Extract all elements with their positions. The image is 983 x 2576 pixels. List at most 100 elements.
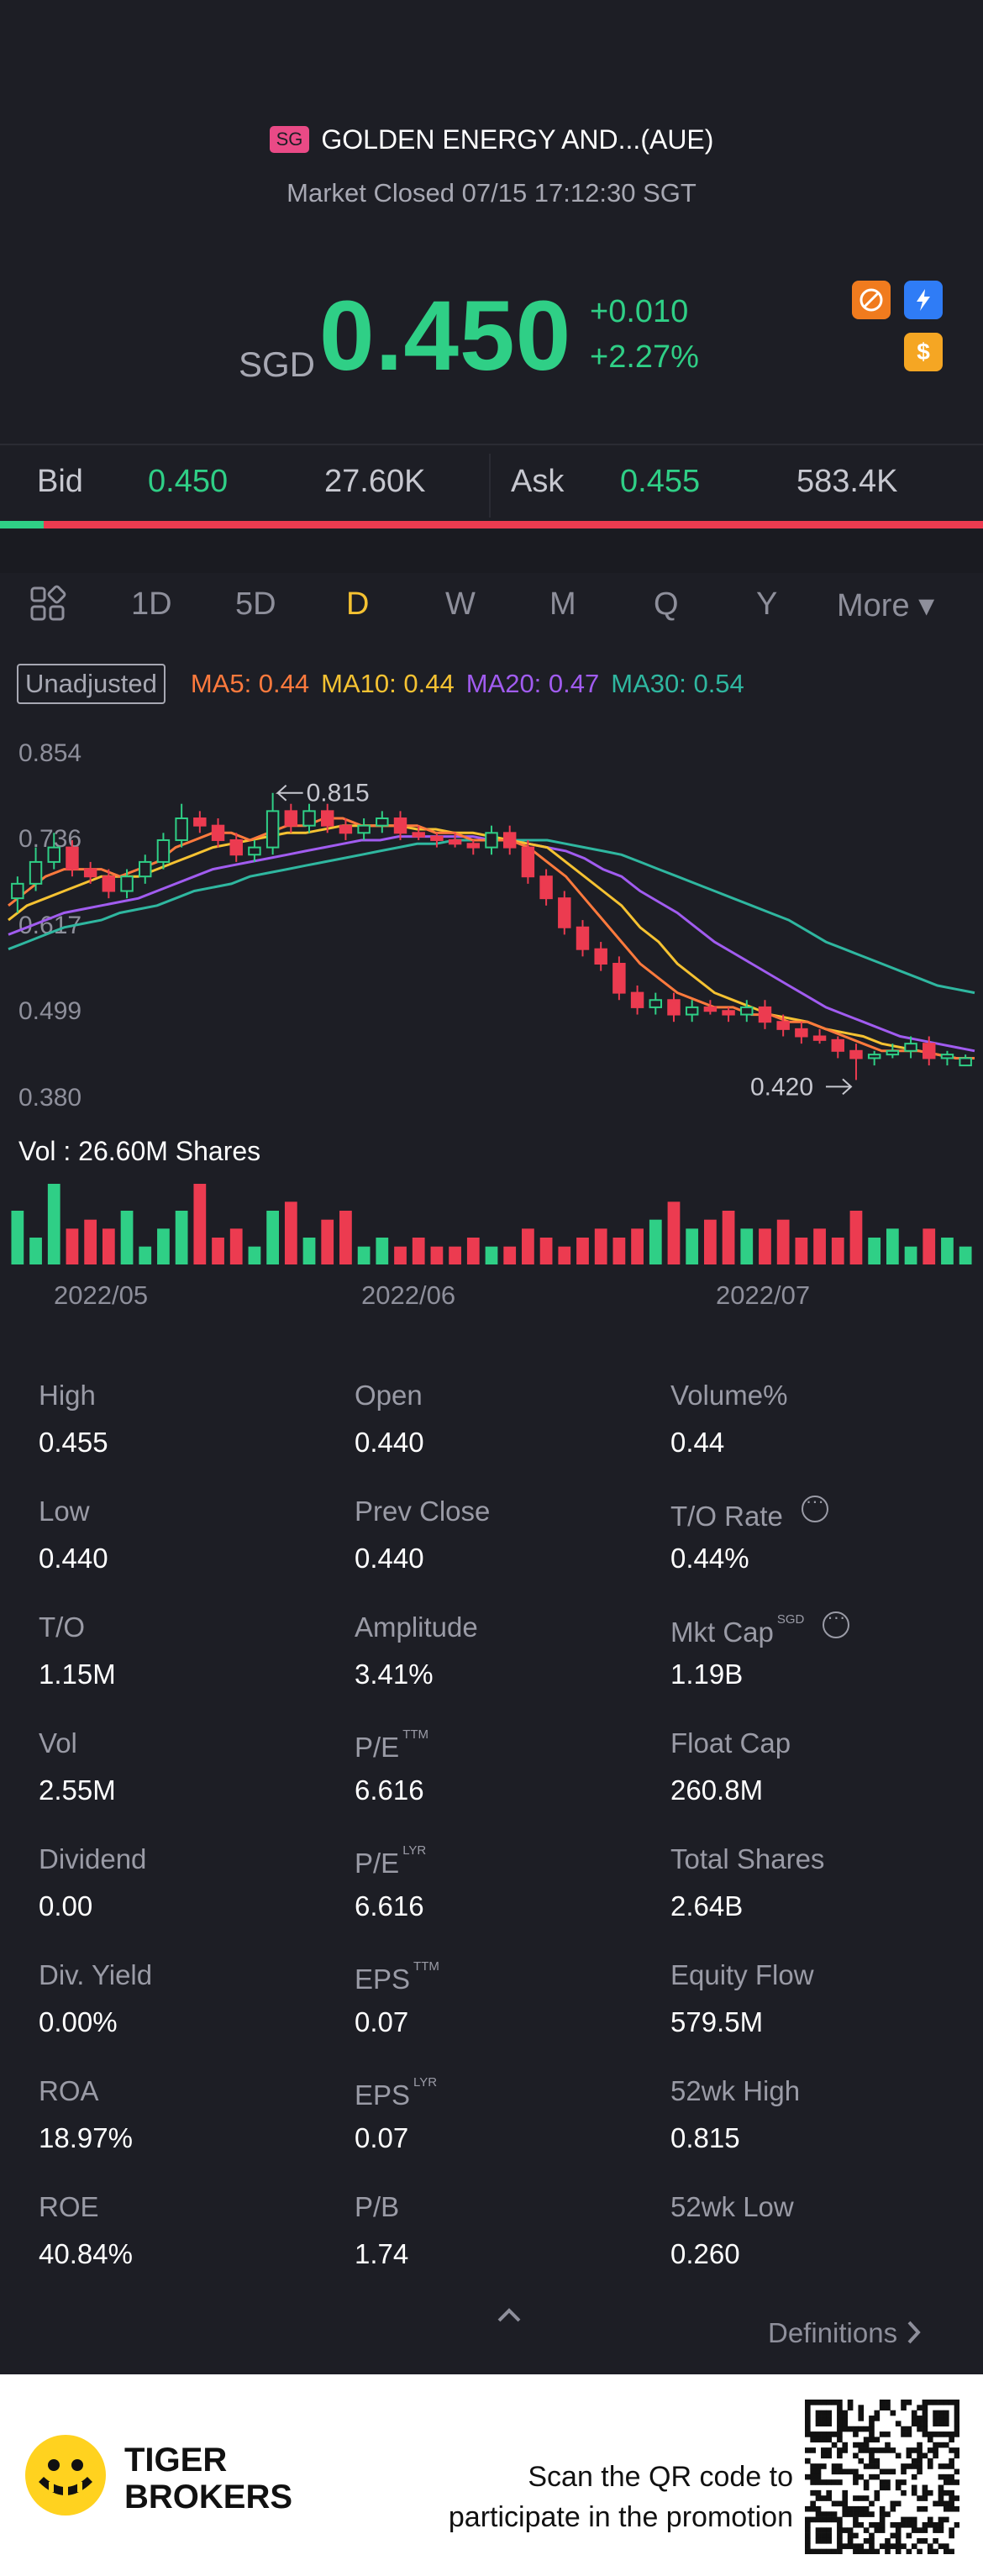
qr-code-icon[interactable] xyxy=(805,2400,959,2554)
volume-bar xyxy=(503,1246,517,1264)
tab-q[interactable]: Q xyxy=(654,586,679,622)
stat-label: Volume% xyxy=(670,1380,787,1412)
unadjusted-toggle[interactable]: Unadjusted xyxy=(17,664,166,704)
info-more-icon[interactable] xyxy=(801,1490,828,1522)
candle-body xyxy=(630,991,644,1008)
stat-label-text: Total Shares xyxy=(670,1843,825,1874)
ask-price: 0.455 xyxy=(620,464,701,499)
volume-bar xyxy=(139,1246,152,1264)
candle-body xyxy=(959,1057,972,1067)
candle-body xyxy=(758,1006,772,1023)
stat-value: 3.41% xyxy=(355,1659,434,1690)
volume-bar xyxy=(667,1201,681,1264)
candle xyxy=(393,811,407,840)
stat-label: T/O xyxy=(39,1611,85,1643)
candle-body xyxy=(667,999,681,1016)
tab-5d[interactable]: 5D xyxy=(235,586,276,622)
stat-label-superscript: LYR xyxy=(413,2075,438,2090)
candle-body xyxy=(393,817,407,834)
info-more-icon[interactable] xyxy=(823,1606,850,1638)
candle-body xyxy=(302,810,316,827)
stat-label: P/E LYR xyxy=(355,1843,426,1879)
candle-body xyxy=(612,963,626,994)
stat-label-text: T/O Rate xyxy=(670,1501,783,1532)
y-tick-label: 0.380 xyxy=(18,1084,81,1112)
lightning-icon[interactable] xyxy=(904,281,943,319)
tab-more[interactable]: More ▾ xyxy=(837,588,935,623)
candle xyxy=(594,942,607,971)
dollar-icon[interactable]: $ xyxy=(904,333,943,371)
candle-body xyxy=(357,824,371,834)
price-change: +0.010 xyxy=(590,294,689,329)
stat-value: 0.07 xyxy=(355,2122,409,2153)
candle-body xyxy=(740,1006,754,1016)
candle-body xyxy=(923,1043,936,1059)
stat-label-text: Div. Yield xyxy=(39,1959,153,1990)
candle-body xyxy=(886,1049,900,1056)
stat-label-text: Dividend xyxy=(39,1843,147,1874)
brand-line-2: BROKERS xyxy=(124,2479,293,2516)
candle xyxy=(722,1007,735,1023)
tab-w[interactable]: W xyxy=(445,586,476,622)
stock-name: GOLDEN ENERGY AND...(AUE) xyxy=(321,124,714,155)
candle-body xyxy=(156,839,171,863)
definitions-link[interactable]: Definitions xyxy=(768,2317,923,2349)
tiger-logo-icon xyxy=(24,2433,108,2521)
volume-bar xyxy=(66,1228,79,1264)
volume-bar xyxy=(284,1201,297,1264)
candle xyxy=(83,861,97,884)
candle-body xyxy=(29,860,43,885)
volume-bar xyxy=(849,1211,863,1264)
tab-m[interactable]: M xyxy=(549,586,576,622)
stat-value: 1.74 xyxy=(355,2238,409,2269)
ma10-label: MA10: 0.44 xyxy=(321,669,455,698)
y-tick-label: 0.499 xyxy=(18,997,81,1025)
no-short-icon[interactable] xyxy=(852,281,891,319)
tab-1d[interactable]: 1D xyxy=(131,586,172,622)
stat-value: 0.440 xyxy=(355,1543,424,1574)
stat-label-text: Float Cap xyxy=(670,1727,791,1759)
candle-body xyxy=(685,1006,699,1016)
volume-bar xyxy=(759,1228,771,1264)
high-marker-arrow xyxy=(276,784,303,794)
stat-value: 40.84% xyxy=(39,2238,133,2269)
candle xyxy=(904,1036,917,1059)
candle-body xyxy=(466,843,481,849)
stat-label-text: P/E xyxy=(355,1848,400,1879)
last-price: 0.450 xyxy=(319,281,572,392)
volume-bar xyxy=(722,1211,735,1264)
stat-value: 0.260 xyxy=(670,2238,740,2269)
stat-label: Amplitude xyxy=(355,1611,478,1643)
candle-body xyxy=(339,824,353,834)
stat-label: ROE xyxy=(39,2191,99,2223)
volume-bar xyxy=(193,1184,207,1264)
stat-label: Vol xyxy=(39,1727,77,1759)
candle xyxy=(430,833,444,848)
volume-bar xyxy=(959,1246,972,1264)
stat-label: Open xyxy=(355,1380,423,1412)
collapse-chevron-icon[interactable] xyxy=(492,2302,526,2332)
candle-body xyxy=(703,1006,718,1012)
stat-label: ROA xyxy=(39,2075,99,2107)
stat-value: 0.440 xyxy=(39,1543,108,1574)
volume-bar xyxy=(376,1238,389,1264)
tab-d[interactable]: D xyxy=(346,586,370,622)
promo-line-1: Scan the QR code to xyxy=(528,2461,793,2493)
tab-y[interactable]: Y xyxy=(756,586,778,622)
stat-label-text: EPS xyxy=(355,2079,411,2111)
volume-bar xyxy=(430,1246,444,1264)
stat-value: 0.00% xyxy=(39,2006,118,2037)
layout-grid-icon[interactable] xyxy=(29,585,67,632)
volume-bar xyxy=(47,1184,60,1264)
x-tick-label: 2022/07 xyxy=(716,1280,810,1310)
candle-body xyxy=(502,832,517,849)
candle xyxy=(558,891,571,935)
high-marker-label: 0.815 xyxy=(307,780,370,807)
candle-body xyxy=(867,1054,881,1059)
bid-ratio-fill xyxy=(0,521,44,528)
stat-label-text: Open xyxy=(355,1380,423,1411)
stat-label: Mkt Cap SGD xyxy=(670,1606,850,1648)
candle-body xyxy=(849,1049,863,1059)
stat-label-text: 52wk Low xyxy=(670,2191,794,2222)
